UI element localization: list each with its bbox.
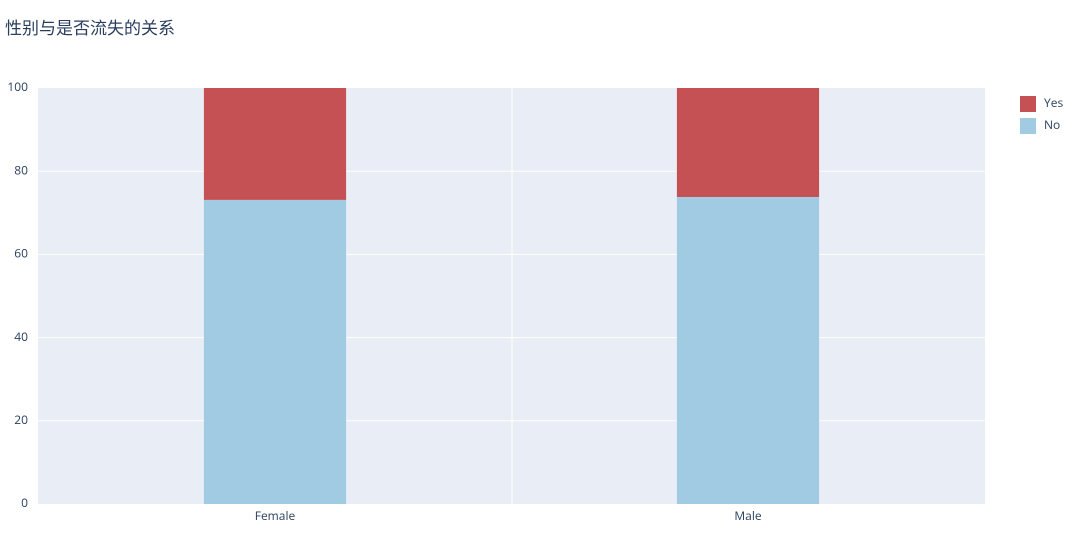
stacked-bar-chart: 0 20 40 60 80 100 Female Male Yes No bbox=[0, 0, 1080, 535]
legend-swatch-no bbox=[1020, 118, 1036, 134]
legend-label-yes: Yes bbox=[1044, 94, 1063, 111]
xtick-label: Male bbox=[734, 507, 761, 524]
ytick-label: 40 bbox=[14, 328, 28, 345]
ytick-label: 60 bbox=[14, 245, 28, 262]
ytick-label: 0 bbox=[21, 494, 28, 511]
legend-swatch-yes bbox=[1020, 96, 1036, 112]
ytick-label: 80 bbox=[14, 161, 28, 178]
xtick-label: Female bbox=[255, 507, 296, 524]
bar-segment-yes bbox=[204, 88, 346, 200]
ytick-label: 20 bbox=[14, 411, 28, 428]
bar-segment-yes bbox=[677, 88, 819, 197]
ytick-label: 100 bbox=[7, 78, 28, 95]
bar-segment-no bbox=[677, 197, 819, 504]
legend-label-no: No bbox=[1044, 116, 1060, 133]
bar-segment-no bbox=[204, 200, 346, 504]
